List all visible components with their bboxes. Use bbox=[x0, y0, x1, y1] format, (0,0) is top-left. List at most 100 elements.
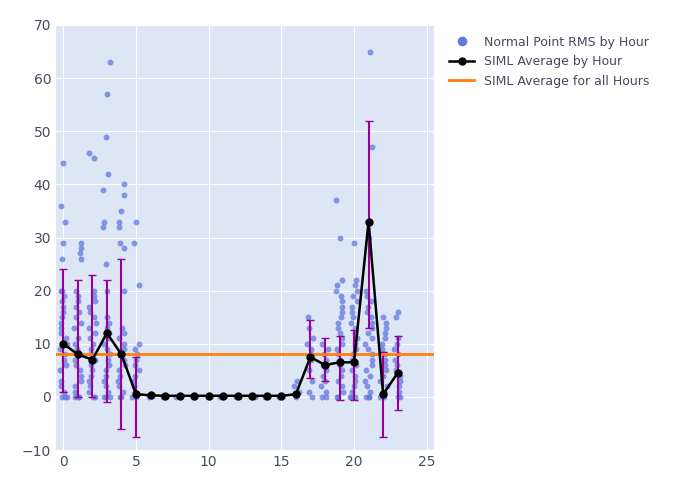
Point bbox=[374, 393, 386, 401]
Point bbox=[75, 239, 86, 247]
Point bbox=[337, 334, 348, 342]
Point bbox=[58, 356, 69, 364]
Point bbox=[69, 324, 80, 332]
Point bbox=[363, 234, 374, 241]
Point bbox=[104, 58, 116, 66]
Point bbox=[85, 382, 96, 390]
Point bbox=[57, 302, 69, 310]
Point bbox=[391, 313, 402, 321]
Point bbox=[364, 372, 375, 380]
Point bbox=[54, 345, 65, 353]
Point bbox=[76, 255, 87, 263]
Point bbox=[389, 345, 400, 353]
Point bbox=[85, 308, 96, 316]
Point bbox=[130, 218, 141, 226]
Point bbox=[88, 292, 99, 300]
Point bbox=[98, 223, 109, 231]
Point bbox=[58, 159, 69, 167]
Point bbox=[337, 276, 348, 284]
Point bbox=[335, 372, 346, 380]
Point bbox=[335, 361, 346, 369]
Point bbox=[350, 377, 361, 385]
Point bbox=[321, 366, 332, 374]
Point bbox=[395, 372, 406, 380]
Point bbox=[88, 286, 99, 294]
Point bbox=[158, 393, 169, 401]
Point bbox=[71, 302, 82, 310]
Point bbox=[114, 372, 125, 380]
Point bbox=[102, 324, 113, 332]
Point bbox=[346, 393, 357, 401]
Point bbox=[380, 324, 391, 332]
Point bbox=[119, 329, 130, 337]
Point bbox=[72, 297, 83, 305]
Point bbox=[366, 334, 377, 342]
Point bbox=[288, 382, 300, 390]
Point bbox=[380, 334, 391, 342]
Point bbox=[104, 393, 115, 401]
Point bbox=[394, 377, 405, 385]
Point bbox=[307, 334, 318, 342]
Point bbox=[305, 345, 316, 353]
Point bbox=[346, 356, 358, 364]
Point bbox=[349, 239, 360, 247]
Point bbox=[104, 350, 116, 358]
Point bbox=[134, 366, 145, 374]
Point bbox=[98, 377, 109, 385]
Point bbox=[335, 292, 346, 300]
Point bbox=[113, 334, 125, 342]
Point bbox=[55, 202, 66, 209]
Point bbox=[331, 393, 342, 401]
Point bbox=[103, 334, 114, 342]
Point bbox=[350, 361, 361, 369]
Point bbox=[337, 302, 348, 310]
Point bbox=[99, 218, 110, 226]
Point bbox=[335, 313, 346, 321]
Point bbox=[336, 366, 347, 374]
Point bbox=[337, 388, 348, 396]
Point bbox=[130, 393, 141, 401]
Point bbox=[365, 48, 376, 56]
Point bbox=[134, 282, 145, 290]
Point bbox=[129, 361, 140, 369]
Point bbox=[89, 297, 100, 305]
Point bbox=[57, 239, 69, 247]
Point bbox=[171, 393, 182, 401]
Point bbox=[117, 350, 128, 358]
Point bbox=[113, 377, 124, 385]
Point bbox=[332, 350, 343, 358]
Point bbox=[302, 340, 313, 348]
Point bbox=[302, 313, 314, 321]
Point bbox=[360, 286, 372, 294]
Point bbox=[58, 308, 69, 316]
Point bbox=[351, 286, 363, 294]
Point bbox=[100, 382, 111, 390]
Point bbox=[130, 372, 141, 380]
Point bbox=[394, 393, 405, 401]
Point bbox=[273, 393, 284, 401]
Point bbox=[72, 334, 83, 342]
Point bbox=[55, 382, 66, 390]
Point bbox=[118, 388, 129, 396]
Point bbox=[98, 186, 109, 194]
Point bbox=[85, 361, 97, 369]
Point bbox=[83, 377, 94, 385]
Point bbox=[230, 393, 241, 401]
Point bbox=[321, 356, 332, 364]
Point bbox=[304, 324, 315, 332]
Point bbox=[346, 388, 357, 396]
Point bbox=[118, 191, 130, 199]
Point bbox=[118, 345, 130, 353]
Point bbox=[332, 318, 344, 326]
Point bbox=[392, 393, 403, 401]
Point bbox=[380, 329, 391, 337]
Point bbox=[116, 324, 127, 332]
Point bbox=[102, 286, 113, 294]
Point bbox=[69, 393, 80, 401]
Point bbox=[85, 345, 97, 353]
Point bbox=[393, 308, 404, 316]
Point bbox=[336, 297, 347, 305]
Point bbox=[71, 313, 82, 321]
Point bbox=[144, 393, 155, 401]
Point bbox=[337, 308, 348, 316]
